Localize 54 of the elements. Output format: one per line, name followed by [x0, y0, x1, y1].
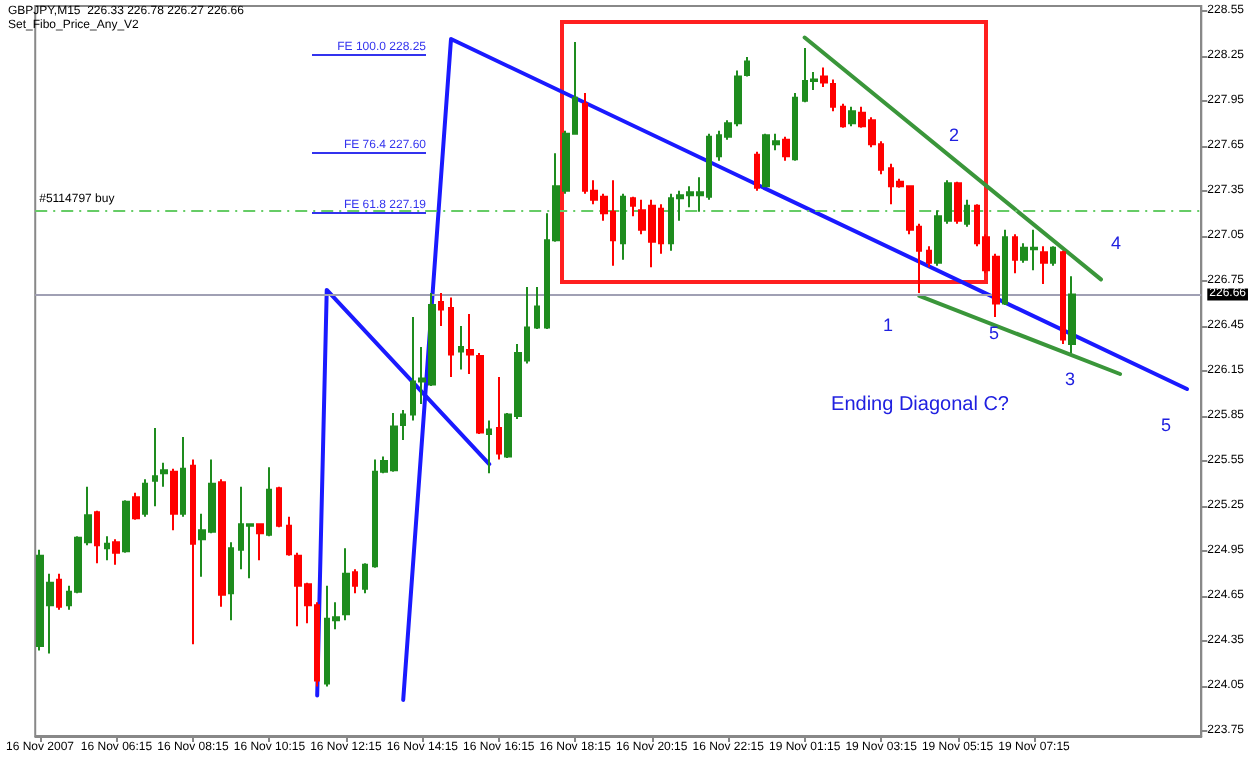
candlestick — [180, 436, 186, 518]
candlestick — [132, 491, 140, 521]
candlestick — [964, 198, 970, 228]
annotation: 4 — [1110, 233, 1122, 253]
candlestick — [954, 180, 962, 225]
candlestick — [190, 458, 196, 646]
candlestick — [256, 523, 264, 562]
candlestick — [276, 485, 282, 529]
candlestick — [1068, 275, 1076, 354]
candlestick — [1040, 245, 1048, 285]
candlestick — [496, 376, 502, 461]
candlestick — [754, 150, 760, 192]
candlestick — [228, 541, 234, 622]
candlestick — [122, 499, 130, 554]
candlestick — [620, 192, 626, 261]
candlestick — [926, 245, 932, 269]
candlestick — [630, 195, 636, 218]
candlestick — [1012, 233, 1018, 275]
candlestick — [286, 515, 292, 557]
candlestick — [448, 296, 454, 379]
annotation: 3 — [1064, 369, 1076, 389]
candlestick — [218, 478, 226, 608]
candlestick — [458, 324, 464, 371]
annotation: 1 — [882, 315, 894, 335]
candlestick — [94, 509, 100, 565]
candlestick — [486, 419, 492, 475]
candlestick — [848, 105, 856, 128]
candlestick — [104, 535, 110, 562]
candlestick — [266, 466, 272, 538]
candlestick — [152, 427, 158, 508]
candlestick — [744, 56, 750, 78]
candlestick — [56, 572, 62, 611]
candlestick — [1002, 228, 1008, 306]
candlestick — [342, 547, 350, 622]
candlestick — [160, 461, 168, 488]
candlestick — [400, 409, 406, 442]
candlestick — [1060, 249, 1066, 345]
candlestick — [112, 538, 120, 566]
candlestick — [782, 135, 790, 162]
annotation: 2 — [948, 125, 960, 145]
candlestick — [534, 285, 540, 330]
candlestick — [840, 102, 846, 129]
annotation: 5 — [988, 323, 1000, 343]
candlestick — [352, 568, 358, 595]
annotation: Ending Diagonal C? — [831, 394, 1009, 416]
candlestick — [792, 92, 798, 162]
candlestick — [476, 351, 484, 436]
annotation: 5 — [1160, 415, 1172, 435]
candlestick — [1050, 245, 1056, 267]
candlestick — [438, 291, 444, 327]
candlestick — [362, 562, 368, 595]
candlestick — [142, 478, 148, 518]
candlestick — [466, 312, 474, 375]
candlestick — [170, 467, 178, 532]
